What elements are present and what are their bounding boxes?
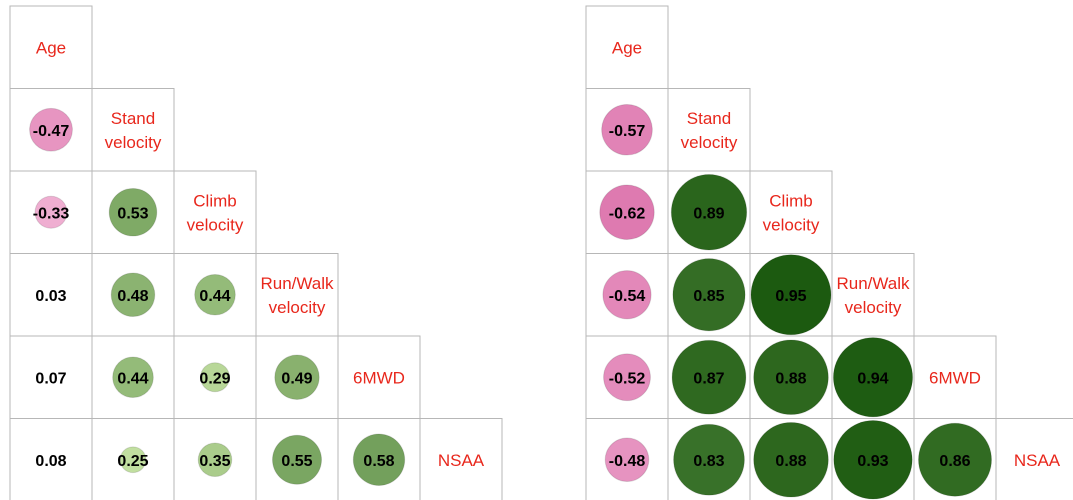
variable-label-line: Climb <box>769 191 812 210</box>
correlation-value: -0.54 <box>609 288 646 305</box>
matrix-cell <box>668 89 750 172</box>
correlation-value: -0.52 <box>609 370 646 387</box>
variable-label: NSAA <box>1014 451 1061 470</box>
correlation-value: -0.33 <box>33 205 70 222</box>
variable-label: Age <box>36 38 66 57</box>
correlation-value: 0.03 <box>35 288 66 305</box>
correlation-value: 0.87 <box>693 370 724 387</box>
matrix-cell <box>174 171 256 254</box>
correlation-value: 0.55 <box>281 453 312 470</box>
correlation-value: 0.29 <box>199 370 230 387</box>
variable-label-line: Age <box>36 38 66 57</box>
variable-label-line: NSAA <box>438 451 485 470</box>
variable-label-line: velocity <box>105 133 162 152</box>
variable-label: NSAA <box>438 451 485 470</box>
correlation-value: 0.88 <box>775 370 806 387</box>
variable-label: 6MWD <box>929 368 981 387</box>
matrix-cell <box>92 89 174 172</box>
correlation-matrix-2: Age -0.57 Stand velocity -0.62 0.89 Climb veloc… <box>586 6 1073 500</box>
variable-label-line: velocity <box>763 215 820 234</box>
matrix-cell <box>832 254 914 337</box>
variable-label-line: Age <box>612 38 642 57</box>
correlation-value: 0.88 <box>775 453 806 470</box>
correlation-value: -0.47 <box>33 123 70 140</box>
correlation-value: 0.83 <box>693 453 724 470</box>
correlation-value: 0.44 <box>117 370 148 387</box>
correlation-value: 0.86 <box>939 453 970 470</box>
correlation-value: 0.85 <box>693 288 724 305</box>
correlation-value: 0.95 <box>775 288 806 305</box>
variable-label-line: velocity <box>681 133 738 152</box>
variable-label-line: Stand <box>687 109 731 128</box>
variable-label-line: velocity <box>187 215 244 234</box>
correlation-value: -0.48 <box>609 453 646 470</box>
variable-label-line: Run/Walk <box>260 274 334 293</box>
variable-label-line: velocity <box>845 298 902 317</box>
correlation-matrix-1: Age -0.47 Stand velocity -0.33 0.53 Climb veloc… <box>10 6 502 500</box>
correlation-value: 0.53 <box>117 205 148 222</box>
correlation-value: -0.62 <box>609 205 646 222</box>
correlation-value: 0.49 <box>281 370 312 387</box>
variable-label-line: velocity <box>269 298 326 317</box>
correlation-value: -0.57 <box>609 123 646 140</box>
variable-label-line: Stand <box>111 109 155 128</box>
variable-label-line: 6MWD <box>353 368 405 387</box>
variable-label-line: NSAA <box>1014 451 1061 470</box>
correlation-value: 0.89 <box>693 205 724 222</box>
correlation-value: 0.08 <box>35 453 66 470</box>
correlation-value: 0.94 <box>857 370 888 387</box>
correlation-value: 0.58 <box>363 453 394 470</box>
matrix-cell <box>256 254 338 337</box>
correlation-value: 0.07 <box>35 370 66 387</box>
variable-label-line: Run/Walk <box>836 274 910 293</box>
variable-label-line: Climb <box>193 191 236 210</box>
variable-label: Age <box>612 38 642 57</box>
correlation-value: 0.48 <box>117 288 148 305</box>
variable-label: 6MWD <box>353 368 405 387</box>
correlation-value: 0.35 <box>199 453 230 470</box>
correlation-value: 0.44 <box>199 288 230 305</box>
variable-label-line: 6MWD <box>929 368 981 387</box>
correlation-value: 0.25 <box>117 453 148 470</box>
correlation-value: 0.93 <box>857 453 888 470</box>
matrix-cell <box>750 171 832 254</box>
